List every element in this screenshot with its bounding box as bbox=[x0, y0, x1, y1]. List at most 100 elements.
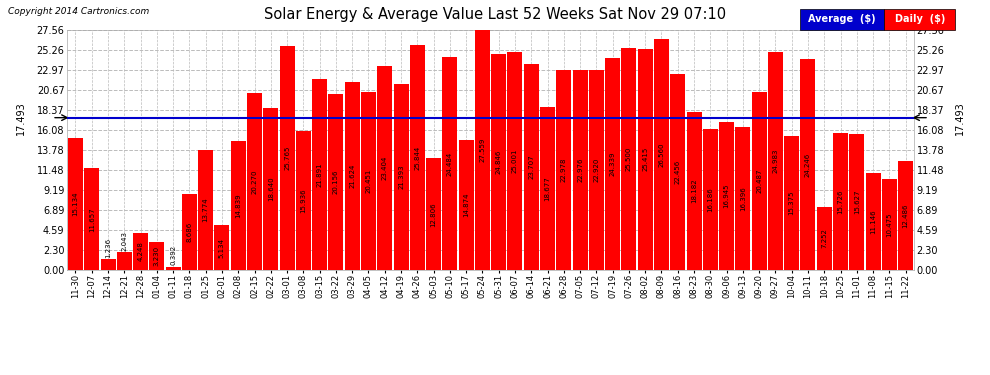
Bar bbox=[279, 46, 295, 270]
Text: 13.774: 13.774 bbox=[203, 198, 209, 222]
Text: 0.392: 0.392 bbox=[170, 245, 176, 265]
Bar bbox=[198, 150, 213, 270]
Text: 16.945: 16.945 bbox=[724, 184, 730, 209]
Bar bbox=[572, 70, 587, 270]
Text: 23.707: 23.707 bbox=[529, 154, 535, 179]
Text: 12.486: 12.486 bbox=[903, 203, 909, 228]
Bar bbox=[703, 129, 718, 270]
Text: 22.978: 22.978 bbox=[560, 158, 567, 182]
Text: 25.765: 25.765 bbox=[284, 146, 290, 170]
Text: 7.252: 7.252 bbox=[822, 228, 828, 248]
Bar bbox=[329, 94, 344, 270]
Bar bbox=[182, 194, 197, 270]
Text: 16.186: 16.186 bbox=[707, 187, 714, 212]
Text: 14.839: 14.839 bbox=[236, 193, 242, 218]
Bar bbox=[394, 84, 409, 270]
Text: 15.627: 15.627 bbox=[853, 190, 859, 214]
Bar bbox=[833, 133, 848, 270]
Bar bbox=[426, 159, 442, 270]
Text: 8.686: 8.686 bbox=[186, 222, 192, 242]
Text: 25.844: 25.844 bbox=[414, 146, 421, 170]
Bar bbox=[84, 168, 99, 270]
Bar bbox=[101, 259, 116, 270]
Text: 18.640: 18.640 bbox=[267, 177, 274, 201]
Bar bbox=[248, 93, 262, 270]
Text: 21.891: 21.891 bbox=[317, 162, 323, 187]
Bar bbox=[491, 54, 506, 270]
Text: 10.475: 10.475 bbox=[886, 212, 892, 237]
Bar bbox=[133, 233, 148, 270]
Text: 12.806: 12.806 bbox=[431, 202, 437, 226]
Bar bbox=[768, 53, 783, 270]
Bar bbox=[719, 123, 734, 270]
Text: 5.134: 5.134 bbox=[219, 238, 225, 258]
Bar bbox=[475, 30, 490, 270]
Bar bbox=[654, 39, 669, 270]
Text: 25.500: 25.500 bbox=[626, 147, 632, 171]
Bar bbox=[622, 48, 637, 270]
Bar bbox=[686, 112, 702, 270]
Text: 15.375: 15.375 bbox=[789, 191, 795, 215]
Text: 4.248: 4.248 bbox=[138, 242, 144, 261]
Text: 16.396: 16.396 bbox=[740, 186, 745, 211]
Text: 24.983: 24.983 bbox=[772, 149, 778, 174]
Bar bbox=[605, 58, 620, 270]
Bar bbox=[801, 59, 816, 270]
Text: 18.182: 18.182 bbox=[691, 178, 697, 203]
Text: 3.230: 3.230 bbox=[153, 246, 159, 266]
Text: 17.493: 17.493 bbox=[955, 101, 965, 135]
Text: 25.001: 25.001 bbox=[512, 149, 518, 173]
Text: 2.043: 2.043 bbox=[122, 231, 128, 251]
Text: 24.339: 24.339 bbox=[610, 152, 616, 176]
Text: 18.677: 18.677 bbox=[544, 176, 550, 201]
Text: 15.936: 15.936 bbox=[300, 188, 306, 213]
Bar bbox=[589, 70, 604, 270]
Bar bbox=[670, 75, 685, 270]
Text: 11.657: 11.657 bbox=[89, 207, 95, 231]
Bar bbox=[540, 107, 555, 270]
Bar bbox=[508, 52, 523, 270]
Text: 15.726: 15.726 bbox=[838, 189, 843, 214]
Text: Average  ($): Average ($) bbox=[808, 15, 876, 24]
Text: 21.393: 21.393 bbox=[398, 165, 404, 189]
Text: 22.920: 22.920 bbox=[593, 158, 599, 182]
Text: 25.415: 25.415 bbox=[643, 147, 648, 171]
Text: 26.560: 26.560 bbox=[658, 142, 664, 166]
Bar bbox=[296, 131, 311, 270]
Text: Daily  ($): Daily ($) bbox=[895, 15, 944, 24]
Bar bbox=[751, 92, 766, 270]
Bar bbox=[117, 252, 132, 270]
Bar bbox=[165, 267, 180, 270]
Text: 15.134: 15.134 bbox=[72, 192, 78, 216]
Text: 20.487: 20.487 bbox=[756, 168, 762, 193]
Text: 24.484: 24.484 bbox=[446, 151, 452, 176]
Text: 20.451: 20.451 bbox=[365, 169, 371, 193]
Bar bbox=[231, 141, 246, 270]
Text: 20.270: 20.270 bbox=[251, 170, 257, 194]
Bar bbox=[312, 80, 327, 270]
Bar bbox=[215, 225, 230, 270]
Text: 14.874: 14.874 bbox=[463, 193, 469, 217]
Bar bbox=[149, 242, 164, 270]
Text: 22.456: 22.456 bbox=[675, 160, 681, 184]
Bar bbox=[882, 179, 897, 270]
Bar bbox=[865, 173, 880, 270]
Text: 23.404: 23.404 bbox=[382, 156, 388, 180]
Text: Solar Energy & Average Value Last 52 Weeks Sat Nov 29 07:10: Solar Energy & Average Value Last 52 Wee… bbox=[264, 8, 726, 22]
Text: 1.236: 1.236 bbox=[105, 238, 111, 258]
Text: 11.146: 11.146 bbox=[870, 209, 876, 234]
Text: 20.156: 20.156 bbox=[333, 170, 339, 195]
Text: 17.493: 17.493 bbox=[16, 101, 26, 135]
Bar bbox=[443, 57, 457, 270]
Text: 24.246: 24.246 bbox=[805, 152, 811, 177]
Bar bbox=[556, 70, 571, 270]
Bar bbox=[361, 92, 376, 270]
Bar bbox=[263, 108, 278, 270]
Text: 22.976: 22.976 bbox=[577, 158, 583, 182]
Text: 24.846: 24.846 bbox=[496, 150, 502, 174]
Bar bbox=[817, 207, 832, 270]
Bar bbox=[68, 138, 83, 270]
Text: 21.624: 21.624 bbox=[349, 164, 355, 188]
Bar bbox=[458, 141, 473, 270]
Bar bbox=[410, 45, 425, 270]
